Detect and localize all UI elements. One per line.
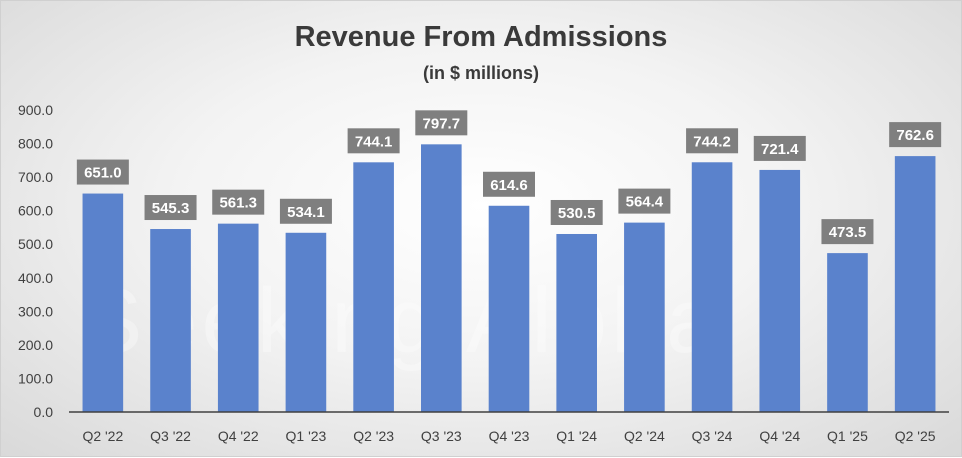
bar xyxy=(759,169,801,412)
bar xyxy=(285,232,327,412)
y-tick-label: 600.0 xyxy=(18,203,53,219)
x-tick-label: Q3 '23 xyxy=(421,428,462,444)
bar xyxy=(894,156,936,412)
x-tick-label: Q4 '24 xyxy=(759,428,800,444)
data-label: 534.1 xyxy=(287,204,325,221)
x-tick-label: Q3 '24 xyxy=(692,428,733,444)
data-label: 545.3 xyxy=(152,200,190,217)
y-tick-label: 100.0 xyxy=(18,370,53,386)
x-tick-label: Q1 '24 xyxy=(556,428,597,444)
y-tick-label: 500.0 xyxy=(18,236,53,252)
x-tick-label: Q2 '22 xyxy=(82,428,123,444)
y-tick-label: 900.0 xyxy=(18,102,53,118)
chart-subtitle: (in $ millions) xyxy=(422,63,539,83)
bar xyxy=(488,205,530,412)
data-label: 651.0 xyxy=(84,165,122,182)
bar xyxy=(827,253,868,412)
data-label: 530.5 xyxy=(558,205,596,222)
data-label: 473.5 xyxy=(829,224,867,241)
data-label-box xyxy=(686,128,739,154)
data-label: 744.1 xyxy=(355,133,393,150)
x-tick-label: Q1 '23 xyxy=(286,428,327,444)
data-label: 744.2 xyxy=(693,133,731,150)
bar xyxy=(624,222,665,412)
x-tick-label: Q2 '24 xyxy=(624,428,665,444)
data-label: 762.6 xyxy=(896,127,934,144)
data-label-box xyxy=(144,195,197,221)
bar xyxy=(421,144,462,412)
data-label: 614.6 xyxy=(490,177,528,194)
y-tick-label: 200.0 xyxy=(18,337,53,353)
y-tick-label: 800.0 xyxy=(18,136,53,152)
data-label: 797.7 xyxy=(423,115,461,132)
y-tick-label: 300.0 xyxy=(18,303,53,319)
x-tick-label: Q1 '25 xyxy=(827,428,868,444)
data-label: 721.4 xyxy=(761,141,799,158)
data-label-box xyxy=(550,199,603,225)
data-label-box xyxy=(347,128,400,154)
y-tick-label: 0.0 xyxy=(34,404,54,420)
data-label: 561.3 xyxy=(219,195,257,212)
data-label-box xyxy=(483,171,535,197)
data-label: 564.4 xyxy=(626,194,664,211)
bar xyxy=(353,162,394,412)
x-tick-label: Q4 '23 xyxy=(489,428,530,444)
data-label-box xyxy=(753,135,806,161)
x-tick-label: Q2 '25 xyxy=(895,428,936,444)
data-label-box xyxy=(415,110,468,136)
bar xyxy=(150,229,191,412)
data-label-box xyxy=(821,219,874,245)
data-label-box xyxy=(889,122,942,148)
x-tick-label: Q4 '22 xyxy=(218,428,259,444)
data-label-box xyxy=(212,189,265,215)
x-tick-label: Q3 '22 xyxy=(150,428,191,444)
bar xyxy=(82,193,124,412)
chart-title: Revenue From Admissions xyxy=(294,21,668,53)
data-label-box xyxy=(279,198,332,224)
data-label-box xyxy=(76,159,129,185)
y-tick-label: 400.0 xyxy=(18,270,53,286)
data-label-box xyxy=(618,188,671,214)
x-tick-label: Q2 '23 xyxy=(353,428,394,444)
bar xyxy=(556,233,597,412)
bar xyxy=(217,223,259,412)
y-tick-label: 700.0 xyxy=(18,169,53,185)
bar xyxy=(691,162,733,412)
